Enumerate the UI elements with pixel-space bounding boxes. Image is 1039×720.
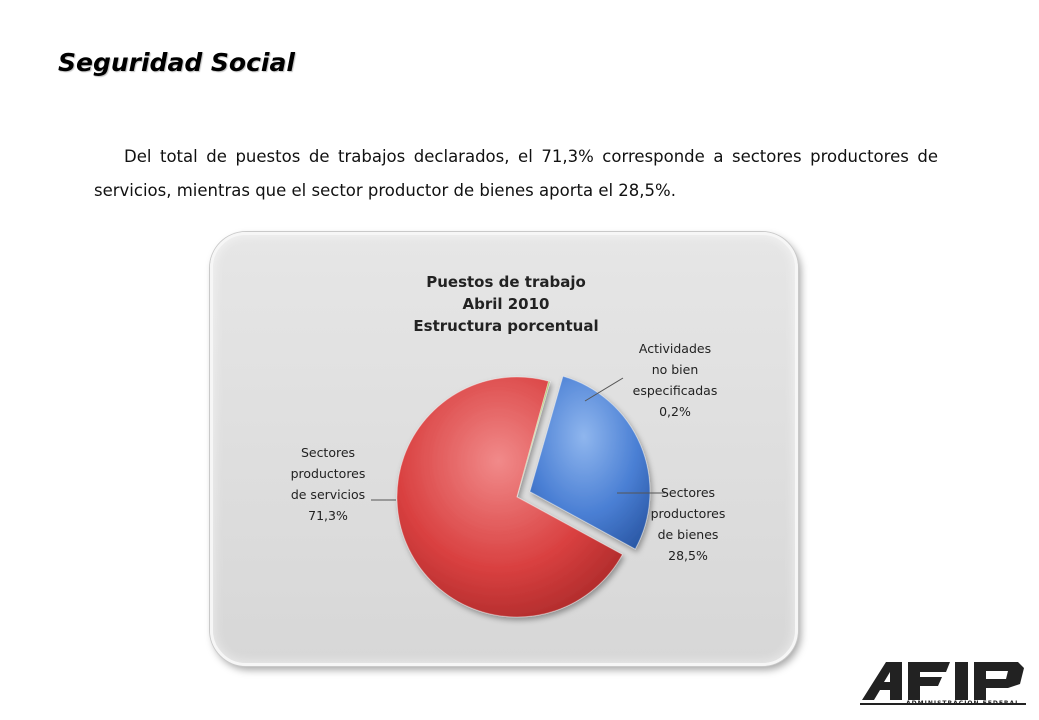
- summary-paragraph: Del total de puestos de trabajos declara…: [94, 147, 938, 200]
- pie-slice-2: [516, 380, 551, 498]
- pie-slice-0: [529, 375, 651, 550]
- slice-label-0: Sectores productores de bienes 28,5%: [651, 485, 726, 563]
- slide-title: Seguridad Social: [58, 48, 295, 77]
- chart-title-line-2: Abril 2010: [463, 295, 550, 313]
- chart-title-line-3: Estructura porcentual: [413, 317, 598, 335]
- slice-label-2: Actividades no bien especificadas 0,2%: [633, 341, 718, 419]
- chart-title-line-1: Puestos de trabajo: [426, 273, 586, 291]
- logo-subtitle: ADMINISTRACION FEDERAL: [906, 700, 1020, 707]
- pie-chart: Puestos de trabajo Abril 2010 Estructura…: [291, 273, 726, 618]
- pie-slice-1: [396, 376, 624, 618]
- slice-label-1: Sectores productores de servicios 71,3%: [291, 445, 366, 523]
- chart-frame: Puestos de trabajo Abril 2010 Estructura…: [210, 232, 798, 666]
- afip-logo: [860, 662, 1026, 705]
- leader-line-2: [584, 377, 624, 402]
